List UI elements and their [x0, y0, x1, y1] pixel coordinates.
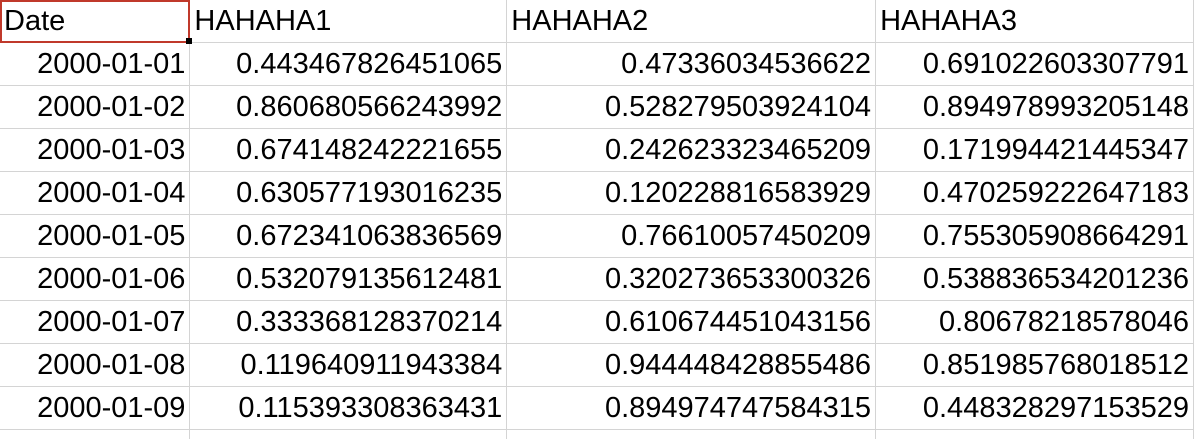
date-cell[interactable]: 2000-01-01 — [0, 42, 191, 86]
value-cell[interactable]: 0.320273653300326 — [506, 257, 877, 301]
fill-handle[interactable] — [186, 38, 192, 44]
empty-cell[interactable] — [506, 429, 877, 439]
date-cell[interactable]: 2000-01-07 — [0, 300, 191, 344]
table-row: 2000-01-04 0.630577193016235 0.120228816… — [0, 171, 1194, 215]
value-cell[interactable]: 0.333368128370214 — [189, 300, 508, 344]
table-row: 2000-01-05 0.672341063836569 0.766100574… — [0, 214, 1194, 258]
table-row: 2000-01-07 0.333368128370214 0.610674451… — [0, 300, 1194, 344]
value-cell[interactable]: 0.448328297153529 — [875, 386, 1194, 430]
value-cell[interactable]: 0.76610057450209 — [506, 214, 877, 258]
date-cell[interactable]: 2000-01-02 — [0, 85, 191, 129]
date-cell[interactable]: 2000-01-06 — [0, 257, 191, 301]
cell-d1-header[interactable]: HAHAHA3 — [875, 0, 1194, 43]
value-cell[interactable]: 0.470259222647183 — [875, 171, 1194, 215]
value-cell[interactable]: 0.120228816583929 — [506, 171, 877, 215]
value-cell[interactable]: 0.532079135612481 — [189, 257, 508, 301]
cell-b1-header[interactable]: HAHAHA1 — [189, 0, 508, 43]
value-cell[interactable]: 0.610674451043156 — [506, 300, 877, 344]
date-cell[interactable]: 2000-01-09 — [0, 386, 191, 430]
value-cell[interactable]: 0.242623323465209 — [506, 128, 877, 172]
value-cell[interactable]: 0.691022603307791 — [875, 42, 1194, 86]
value-cell[interactable]: 0.443467826451065 — [189, 42, 508, 86]
table-row: 2000-01-03 0.674148242221655 0.242623323… — [0, 128, 1194, 172]
cell-c1-header[interactable]: HAHAHA2 — [506, 0, 877, 43]
value-cell[interactable]: 0.894974747584315 — [506, 386, 877, 430]
date-cell[interactable]: 2000-01-03 — [0, 128, 191, 172]
date-cell[interactable]: 2000-01-04 — [0, 171, 191, 215]
header-row: Date HAHAHA1 HAHAHA2 HAHAHA3 — [0, 0, 1194, 43]
date-cell[interactable]: 2000-01-05 — [0, 214, 191, 258]
value-cell[interactable]: 0.115393308363431 — [189, 386, 508, 430]
value-cell[interactable]: 0.630577193016235 — [189, 171, 508, 215]
value-cell[interactable]: 0.171994421445347 — [875, 128, 1194, 172]
value-cell[interactable]: 0.894978993205148 — [875, 85, 1194, 129]
cell-a1-date-header[interactable]: Date — [0, 0, 191, 43]
value-cell[interactable]: 0.80678218578046 — [875, 300, 1194, 344]
table-row: 2000-01-08 0.119640911943384 0.944448428… — [0, 343, 1194, 387]
empty-cell[interactable] — [189, 429, 508, 439]
value-cell[interactable]: 0.944448428855486 — [506, 343, 877, 387]
table-row: 2000-01-09 0.115393308363431 0.894974747… — [0, 386, 1194, 430]
empty-cell[interactable] — [875, 429, 1194, 439]
value-cell[interactable]: 0.672341063836569 — [189, 214, 508, 258]
value-cell[interactable]: 0.47336034536622 — [506, 42, 877, 86]
date-cell[interactable]: 2000-01-08 — [0, 343, 191, 387]
table-row: 2000-01-01 0.443467826451065 0.473360345… — [0, 42, 1194, 86]
table-row: 2000-01-06 0.532079135612481 0.320273653… — [0, 257, 1194, 301]
value-cell[interactable]: 0.674148242221655 — [189, 128, 508, 172]
value-cell[interactable]: 0.538836534201236 — [875, 257, 1194, 301]
value-cell[interactable]: 0.119640911943384 — [189, 343, 508, 387]
value-cell[interactable]: 0.851985768018512 — [875, 343, 1194, 387]
empty-cell[interactable] — [0, 429, 191, 439]
table-row-empty — [0, 429, 1194, 439]
value-cell[interactable]: 0.860680566243992 — [189, 85, 508, 129]
value-cell[interactable]: 0.528279503924104 — [506, 85, 877, 129]
value-cell[interactable]: 0.755305908664291 — [875, 214, 1194, 258]
table-row: 2000-01-02 0.860680566243992 0.528279503… — [0, 85, 1194, 129]
